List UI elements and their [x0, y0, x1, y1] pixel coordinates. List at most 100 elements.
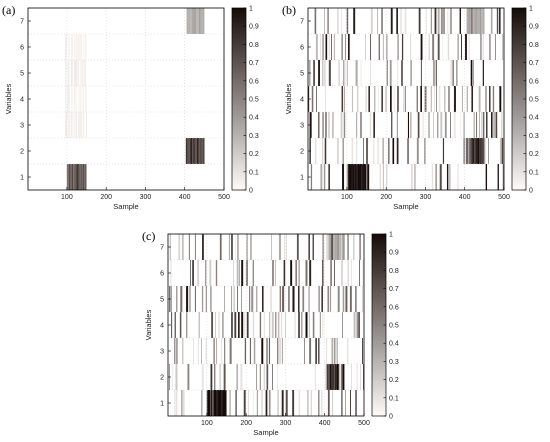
heatmap-cell — [347, 338, 349, 364]
heatmap-cell — [314, 364, 316, 390]
heatmap-cell — [321, 286, 323, 312]
heatmap-cell — [483, 138, 485, 164]
heatmap-cell — [212, 390, 214, 416]
heatmap-cell — [339, 364, 342, 390]
heatmap-cell — [366, 138, 368, 164]
heatmap-cell — [456, 60, 458, 86]
heatmap-cell — [262, 286, 264, 312]
heatmap-cell — [246, 312, 249, 338]
heatmap-svg: 100 200 300 400 500 1 2 3 4 5 6 7 Sample Variables (c)… — [142, 229, 399, 437]
heatmap-cell — [219, 234, 222, 260]
heatmap-cell — [283, 260, 286, 286]
heatmap-cell — [489, 34, 491, 60]
heatmap-cell — [70, 164, 72, 190]
y-axis-label: Variables — [4, 83, 13, 114]
heatmap-cell — [499, 86, 502, 112]
heatmap-cell — [67, 60, 70, 86]
heatmap-cell — [363, 138, 365, 164]
heatmap-cell — [185, 138, 188, 164]
heatmap-cell — [369, 112, 372, 138]
heatmap-cell — [277, 312, 280, 338]
heatmap-cell — [344, 234, 345, 260]
heatmap-cell — [342, 312, 343, 338]
heatmap-cell — [410, 60, 412, 86]
y-axis-label: Variables — [284, 83, 293, 114]
heatmap-cell — [265, 390, 268, 416]
heatmap-cell — [318, 286, 320, 312]
heatmap-cell — [321, 390, 323, 416]
heatmap-cell — [330, 234, 332, 260]
heatmap-cell — [477, 8, 479, 34]
heatmap-cell — [473, 60, 474, 86]
heatmap-cell — [78, 34, 80, 60]
x-tick-label: 200 — [100, 194, 112, 201]
heatmap-cell — [343, 112, 346, 138]
heatmap-cell — [315, 138, 317, 164]
heatmap-cell — [359, 234, 361, 260]
heatmap-cell — [340, 112, 343, 138]
heatmap-cell — [198, 138, 200, 164]
heatmap-cell — [195, 138, 197, 164]
heatmap-cell — [353, 234, 355, 260]
heatmap-cell — [351, 364, 352, 390]
heatmap-cell — [263, 364, 266, 390]
heatmap-cell — [201, 286, 204, 312]
heatmap-cell — [322, 260, 324, 286]
heatmap-cell — [64, 60, 67, 86]
heatmap-cell — [320, 164, 323, 190]
heatmap-cell — [333, 34, 336, 60]
heatmap-cell — [84, 34, 87, 60]
heatmap-cell — [271, 234, 272, 260]
heatmap-cell — [292, 390, 295, 416]
x-axis-label: Sample — [113, 202, 138, 211]
heatmap-cell — [201, 390, 203, 416]
heatmap-cell — [336, 364, 337, 390]
heatmap-cell — [368, 86, 370, 112]
colorbar-tick-label: 0.6 — [249, 78, 259, 85]
panel-label: (a) — [2, 3, 15, 17]
y-tick-label: 5 — [20, 71, 24, 78]
heatmap-cell — [64, 112, 66, 138]
heatmap-cell — [483, 112, 485, 138]
heatmap-cell — [342, 164, 345, 190]
heatmap-cell — [470, 138, 471, 164]
heatmap-cell — [463, 138, 465, 164]
colorbar-tick-label: 0.5 — [529, 97, 539, 104]
heatmap-cell — [317, 112, 320, 138]
heatmap-cell — [189, 286, 191, 312]
heatmap-cell — [250, 234, 252, 260]
heatmap-cell-group — [64, 34, 87, 60]
heatmap-cell — [355, 60, 358, 86]
heatmap-cell — [433, 60, 435, 86]
heatmap-cell — [468, 138, 470, 164]
heatmap-cell — [253, 390, 254, 416]
heatmap-cell — [322, 34, 324, 60]
heatmap-cell — [298, 260, 300, 286]
heatmap-cell — [179, 312, 182, 338]
heatmap-cell — [351, 138, 354, 164]
heatmap-cell — [433, 112, 434, 138]
heatmap-cell — [186, 286, 189, 312]
heatmap-cell — [194, 234, 196, 260]
heatmap-cell — [193, 138, 195, 164]
heatmap-cell — [396, 8, 398, 34]
heatmap-cell — [186, 8, 189, 34]
heatmap-cell-group — [174, 338, 363, 364]
heatmap-cell — [362, 338, 363, 364]
heatmap-cell — [459, 8, 461, 34]
heatmap-cell — [241, 286, 242, 312]
heatmap-cell — [355, 390, 357, 416]
heatmap-cell — [224, 338, 226, 364]
y-tick-label: 5 — [300, 71, 304, 78]
heatmap-cell — [319, 312, 321, 338]
heatmap-cell — [308, 312, 310, 338]
heatmap-cell — [231, 312, 233, 338]
heatmap-cell — [213, 338, 215, 364]
heatmap-cell — [326, 234, 329, 260]
heatmap-cell — [285, 234, 287, 260]
heatmap-cell — [378, 86, 379, 112]
x-axis-label: Sample — [393, 202, 418, 211]
heatmap-cell — [332, 390, 334, 416]
heatmap-cell — [196, 8, 199, 34]
heatmap-cell — [272, 364, 273, 390]
